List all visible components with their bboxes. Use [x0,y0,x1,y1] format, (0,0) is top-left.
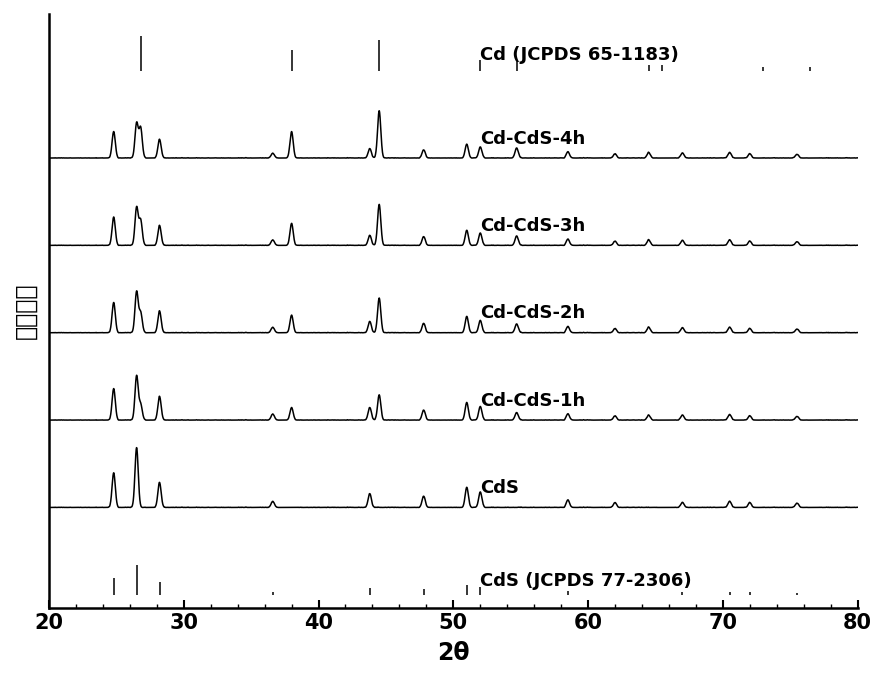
Y-axis label: 累计强度: 累计强度 [14,282,38,339]
Text: Cd-CdS-1h: Cd-CdS-1h [480,392,586,409]
Text: CdS (JCPDS 77-2306): CdS (JCPDS 77-2306) [480,572,692,589]
Text: CdS: CdS [480,479,519,497]
Text: Cd-CdS-4h: Cd-CdS-4h [480,130,586,147]
X-axis label: 2θ: 2θ [437,641,470,665]
Text: Cd-CdS-3h: Cd-CdS-3h [480,217,586,235]
Text: Cd-CdS-2h: Cd-CdS-2h [480,304,586,323]
Text: Cd (JCPDS 65-1183): Cd (JCPDS 65-1183) [480,45,679,64]
